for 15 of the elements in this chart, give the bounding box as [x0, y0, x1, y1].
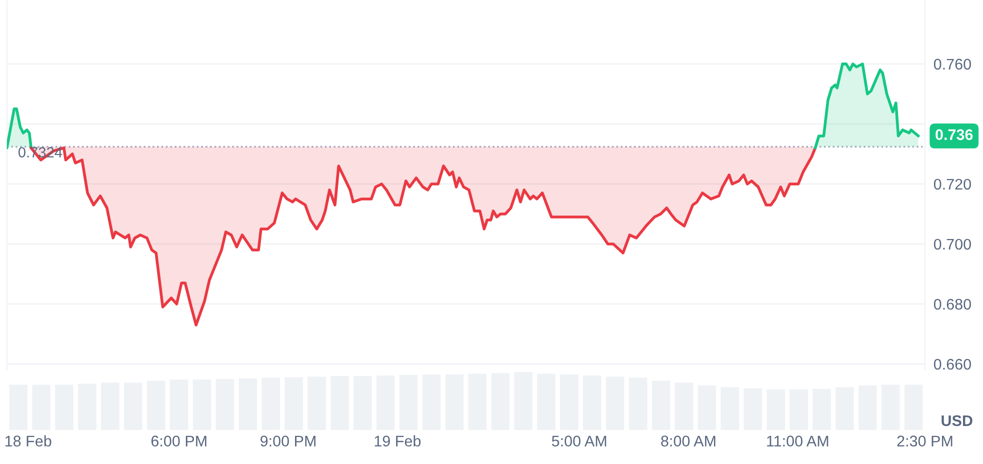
x-tick-label: 11:00 AM [767, 436, 828, 446]
x-tick-label: 2:30 PM [897, 436, 952, 446]
x-tick-label: 8:00 AM [661, 436, 716, 446]
y-tick-label: 0.700 [934, 238, 971, 250]
y-tick-label: 0.660 [934, 358, 971, 370]
y-tick-label: 0.720 [934, 178, 971, 190]
x-tick-label: 18 Feb [5, 435, 52, 446]
y-tick-label: 0.760 [934, 58, 971, 70]
x-tick-label: 19 Feb [374, 435, 421, 446]
annotation: 0.736 [936, 129, 973, 140]
y-axis-title: USD [942, 415, 972, 426]
x-tick-label: 6:00 PM [151, 436, 206, 446]
y-tick-label: 0.680 [934, 298, 971, 310]
x-tick-label: 5:00 AM [552, 436, 606, 446]
x-tick-label: 9:00 PM [260, 436, 316, 446]
